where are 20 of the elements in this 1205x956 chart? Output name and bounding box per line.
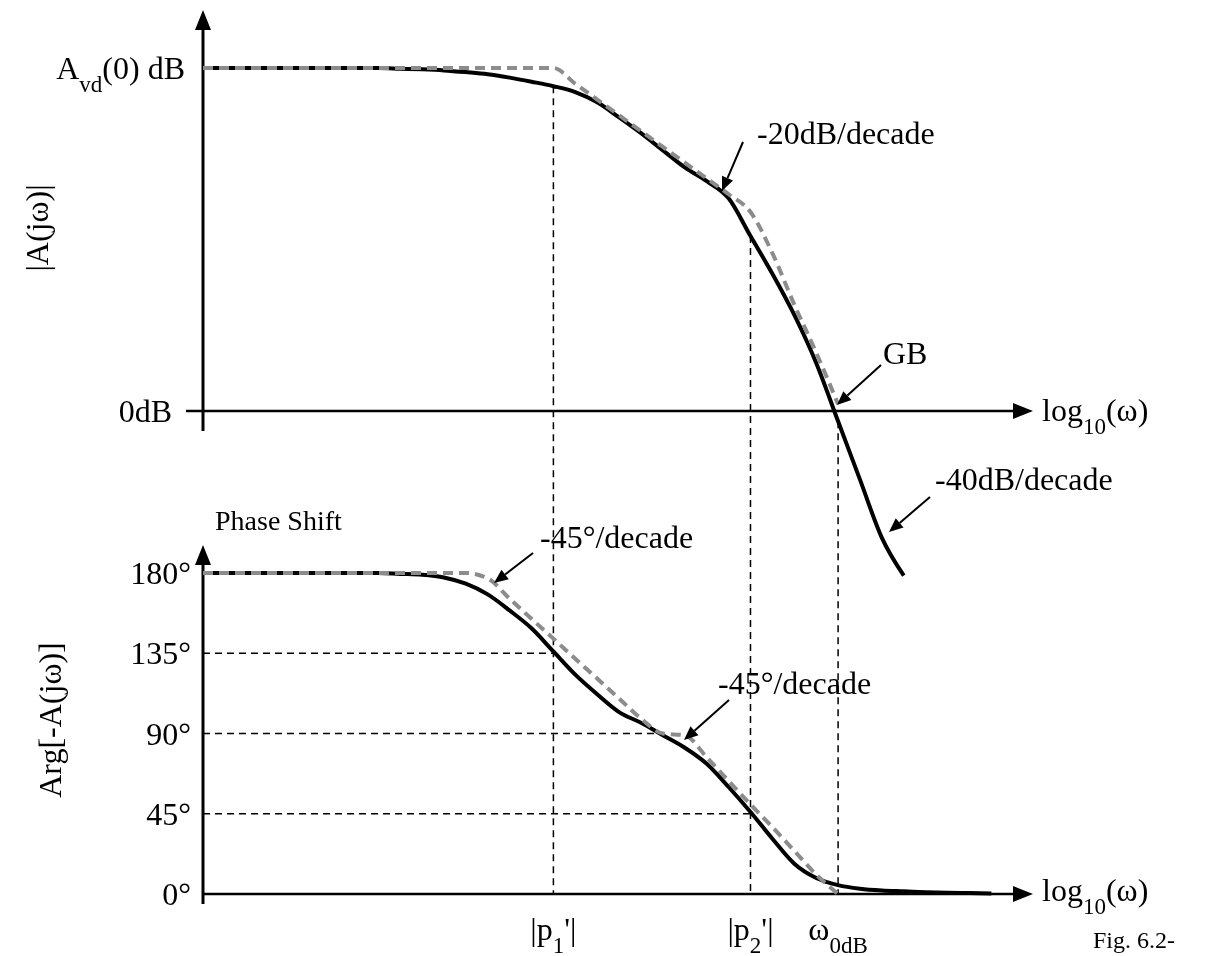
y-tick-label: 45° [146, 795, 191, 832]
annotation: -45°/decade [540, 519, 694, 555]
y-tick-label: 0° [162, 876, 191, 913]
x-axis-title: log$_{10}$(ω) [1042, 872, 1149, 919]
text: 0dB [118, 393, 172, 429]
y-tick-label: 135° [130, 635, 191, 672]
annotation: GB [883, 335, 928, 371]
text: A$_{vd}$(0) dB [56, 50, 185, 97]
x-tick-label: |p$_{1}$'| [530, 911, 577, 956]
caption: Fig. 6.2- [1093, 927, 1176, 953]
y-axis-title: Arg[-A(jω)] [32, 642, 69, 798]
x-axis-title: log$_{10}$(ω) [1042, 392, 1149, 439]
y-tick-label: 90° [146, 715, 191, 752]
x-tick-label: ω$_{0dB}$ [808, 911, 868, 956]
y-axis-title: |A(jω)| [19, 184, 56, 272]
chart-title: Phase Shift [215, 505, 342, 536]
y-tick-label: 180° [130, 555, 191, 592]
x-tick-label: |p$_{2}$'| [727, 911, 774, 956]
annotation: -20dB/decade [757, 115, 935, 151]
annotation: -40dB/decade [935, 461, 1113, 497]
